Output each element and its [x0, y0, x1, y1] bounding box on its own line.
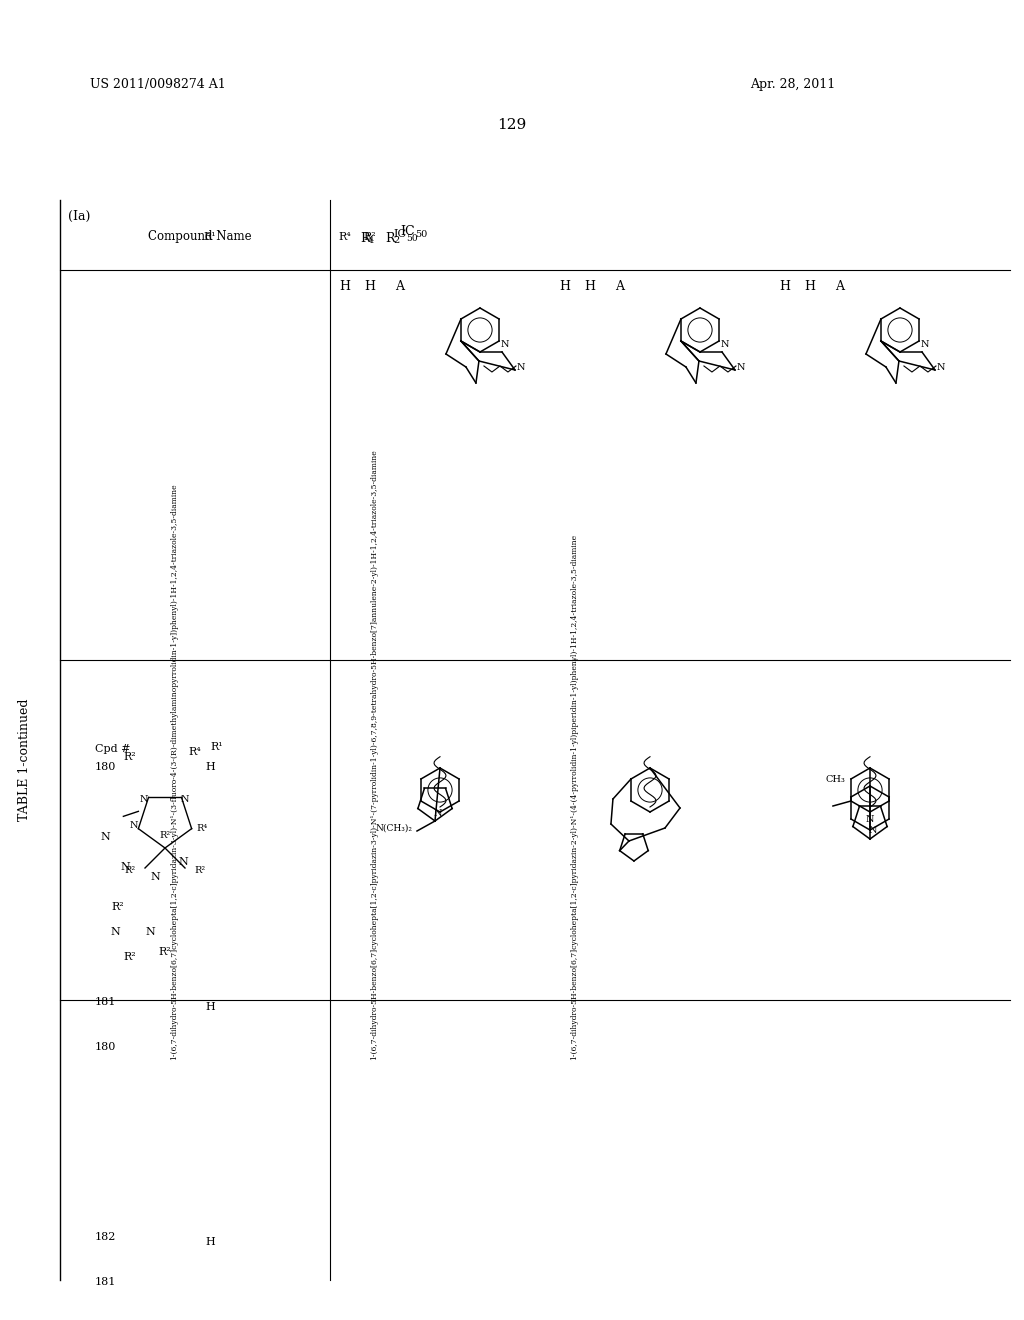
Text: 4: 4	[368, 236, 374, 246]
Text: 1-(6,7-dihydro-5H-benzo[6,7]cyclohepta[1,2-c]pyridazin-2-yl)-N¹-(4-(4-pyrrolidin: 1-(6,7-dihydro-5H-benzo[6,7]cyclohepta[1…	[570, 533, 578, 1060]
Text: N: N	[721, 341, 729, 348]
Text: H: H	[779, 280, 791, 293]
Text: CH₃: CH₃	[825, 775, 845, 784]
Text: N(CH₃)₂: N(CH₃)₂	[376, 824, 413, 833]
Text: R²: R²	[160, 832, 171, 841]
Text: H: H	[205, 762, 215, 772]
Text: N: N	[151, 873, 160, 882]
Text: H: H	[365, 280, 376, 293]
Text: R²: R²	[124, 952, 136, 962]
Text: N: N	[501, 341, 509, 348]
Text: N: N	[868, 826, 878, 836]
Text: A: A	[395, 280, 404, 293]
Text: N: N	[517, 363, 525, 372]
Text: R²: R²	[124, 752, 136, 762]
Text: N: N	[937, 363, 945, 372]
Text: N: N	[736, 363, 745, 372]
Text: H: H	[585, 280, 596, 293]
Text: R²: R²	[364, 232, 377, 242]
Text: A: A	[836, 280, 845, 293]
Text: 2: 2	[393, 236, 399, 246]
Text: H: H	[805, 280, 815, 293]
Text: N: N	[178, 857, 187, 867]
Text: 129: 129	[498, 117, 526, 132]
Text: R⁴: R⁴	[339, 232, 351, 242]
Text: H: H	[205, 1237, 215, 1247]
Text: H: H	[340, 280, 350, 293]
Text: 50: 50	[407, 234, 418, 243]
Text: H: H	[559, 280, 570, 293]
Text: R: R	[385, 232, 394, 246]
Text: N: N	[100, 832, 110, 842]
Text: N: N	[139, 795, 147, 804]
Text: (Ia): (Ia)	[68, 210, 90, 223]
Text: R²: R²	[159, 946, 171, 957]
Text: IC: IC	[400, 224, 415, 238]
Text: 180: 180	[95, 762, 117, 772]
Text: R: R	[360, 232, 370, 246]
Text: R⁴: R⁴	[188, 747, 202, 756]
Text: TABLE 1-continued: TABLE 1-continued	[18, 698, 32, 821]
Text: R⁴: R⁴	[196, 824, 207, 833]
Text: 180: 180	[95, 1041, 117, 1052]
Text: N: N	[434, 809, 442, 818]
Text: A: A	[615, 280, 625, 293]
Text: 181: 181	[95, 997, 117, 1007]
Text: N: N	[120, 862, 130, 873]
Text: N: N	[129, 821, 137, 830]
Text: 182: 182	[95, 1232, 117, 1242]
Text: H: H	[205, 1002, 215, 1012]
Text: R²: R²	[112, 902, 124, 912]
Text: 1-(6,7-dihydro-5H-benzo[6,7]cyclohepta[1,2-c]pyridazin-3-yl)-N¹-(7-pyrrolidin-1-: 1-(6,7-dihydro-5H-benzo[6,7]cyclohepta[1…	[370, 449, 378, 1060]
Text: 50: 50	[415, 230, 427, 239]
Text: N: N	[921, 341, 929, 348]
Text: 1-(6,7-dihydro-5H-benzo[6,7]cyclohepta[1,2-c]pyridazin-3-yl)-N¹-(3-fluoro-4-(3-(: 1-(6,7-dihydro-5H-benzo[6,7]cyclohepta[1…	[170, 483, 178, 1060]
Text: Apr. 28, 2011: Apr. 28, 2011	[750, 78, 836, 91]
Text: US 2011/0098274 A1: US 2011/0098274 A1	[90, 78, 225, 91]
Text: Cpd #: Cpd #	[95, 744, 130, 754]
Text: R¹: R¹	[210, 742, 222, 752]
Text: R²: R²	[125, 866, 135, 875]
Text: IC: IC	[393, 228, 407, 239]
Text: R²: R²	[195, 866, 206, 875]
Text: 181: 181	[95, 1276, 117, 1287]
Text: N: N	[145, 927, 155, 937]
Text: Compound Name: Compound Name	[148, 230, 252, 243]
Text: N: N	[865, 814, 874, 824]
Text: N: N	[111, 927, 120, 937]
Text: N: N	[180, 795, 188, 804]
Text: R¹: R¹	[204, 232, 216, 242]
